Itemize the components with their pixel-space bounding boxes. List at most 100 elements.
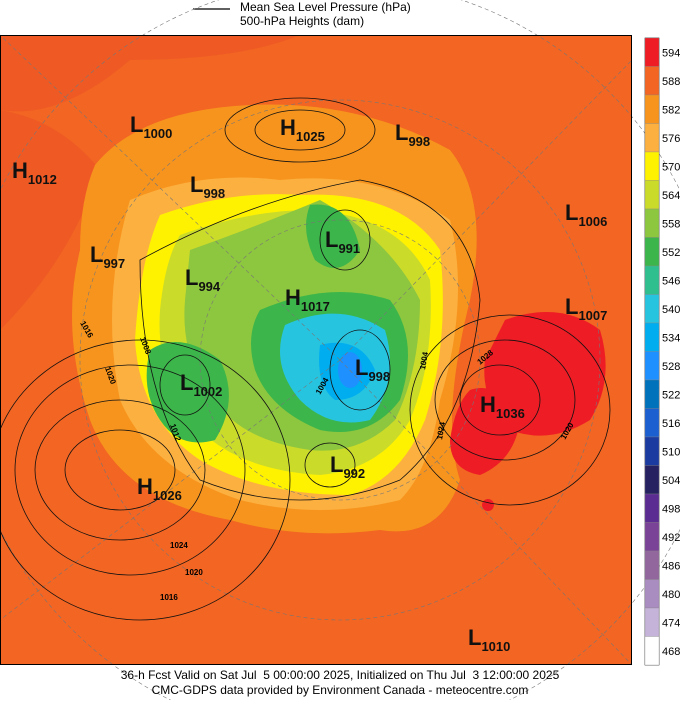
colorbar-label: 576 [662,133,680,145]
center-value: 1012 [28,172,57,187]
footer-line: 36-h Fcst Valid on Sat Jul 5 00:00:00 20… [121,668,560,682]
center-letter: L [180,370,193,395]
center-value: 994 [198,279,220,294]
isobar-label: 1004 [418,351,430,371]
pressure-center: H1036 [480,392,525,421]
center-letter: H [280,115,296,140]
center-value: 1002 [193,384,222,399]
isobar-label: 1016 [160,593,178,602]
center-value: 998 [408,134,430,149]
colorbar-swatch [644,123,660,153]
colorbar-swatch [644,208,660,238]
center-letter: H [12,158,28,183]
colorbar-label: 480 [662,589,680,601]
center-value: 1010 [481,639,510,654]
center-letter: L [130,112,143,137]
colorbar-swatch [644,465,660,495]
legend-fill-label: 500-hPa Heights (dam) [240,14,364,28]
center-letter: L [468,625,481,650]
pressure-center: H1025 [280,115,325,144]
pressure-center: L997 [90,242,125,271]
colorbar-label: 498 [662,503,680,515]
colorbar-swatch [644,607,660,637]
colorbar-swatch [644,522,660,552]
pressure-center: L992 [330,452,365,481]
colorbar-swatch [644,408,660,438]
colorbar-label: 510 [662,446,680,458]
colorbar-label: 474 [662,617,680,629]
colorbar-label: 528 [662,361,680,373]
pressure-center: L998 [190,172,225,201]
center-value: 1017 [301,299,330,314]
colorbar-label: 564 [662,190,680,202]
pressure-center: H1026 [137,474,182,503]
center-letter: L [565,200,578,225]
footer-line: CMC-GDPS data provided by Environment Ca… [152,683,529,697]
isobar-label: 1020 [185,568,203,577]
pressure-center: H1012 [12,158,57,187]
colorbar-swatch [644,493,660,523]
center-value: 991 [338,241,360,256]
colorbar-label: 516 [662,418,680,430]
pressure-center: L994 [185,265,221,294]
colorbar-swatch [644,579,660,609]
colorbar-label: 570 [662,161,680,173]
center-value: 1000 [143,126,172,141]
colorbar-swatch [644,351,660,381]
colorbar-label: 504 [662,475,680,487]
center-letter: L [325,227,338,252]
center-letter: L [395,120,408,145]
center-letter: H [137,474,153,499]
pressure-center: L1006 [565,200,607,229]
center-value: 1025 [296,129,325,144]
isobar-label: 1024 [170,541,188,550]
colorbar-label: 594 [662,47,680,59]
pressure-center: L1007 [565,294,607,323]
colorbar-swatch [644,151,660,181]
center-letter: L [185,265,198,290]
colorbar-swatch [644,37,660,67]
colorbar-label: 468 [662,646,680,658]
pressure-center: L1000 [130,112,172,141]
colorbar-label: 486 [662,560,680,572]
colorbar-swatch [644,294,660,324]
colorbar-swatch [644,265,660,295]
colorbar-label: 558 [662,218,680,230]
colorbar-swatch [644,237,660,267]
map-frame [0,35,632,665]
colorbar-label: 582 [662,104,680,116]
pressure-center: L998 [355,355,390,384]
isobar-label: 1024 [435,421,447,441]
center-value: 998 [203,186,225,201]
legend-line-label: Mean Sea Level Pressure (hPa) [240,0,411,14]
colorbar-swatch [644,322,660,352]
pressure-center: L1010 [468,625,510,654]
center-letter: L [355,355,368,380]
pressure-center: L991 [325,227,360,256]
center-value: 1036 [496,406,525,421]
center-letter: L [565,294,578,319]
colorbar-label: 588 [662,76,680,88]
center-value: 998 [368,369,390,384]
center-value: 1006 [578,214,607,229]
pressure-center: L998 [395,120,430,149]
colorbar-swatch [644,550,660,580]
colorbar-label: 540 [662,304,680,316]
colorbar-swatch [644,66,660,96]
colorbar-swatch [644,94,660,124]
colorbar-swatch [644,379,660,409]
colorbar-swatch [644,436,660,466]
colorbar-swatch [644,180,660,210]
center-value: 1007 [578,308,607,323]
colorbar-label: 534 [662,332,680,344]
center-letter: L [330,452,343,477]
colorbar-label: 492 [662,532,680,544]
colorbar-label: 552 [662,247,680,259]
pressure-center: L1002 [180,370,222,399]
colorbar-label: 546 [662,275,680,287]
center-letter: H [480,392,496,417]
center-letter: H [285,285,301,310]
